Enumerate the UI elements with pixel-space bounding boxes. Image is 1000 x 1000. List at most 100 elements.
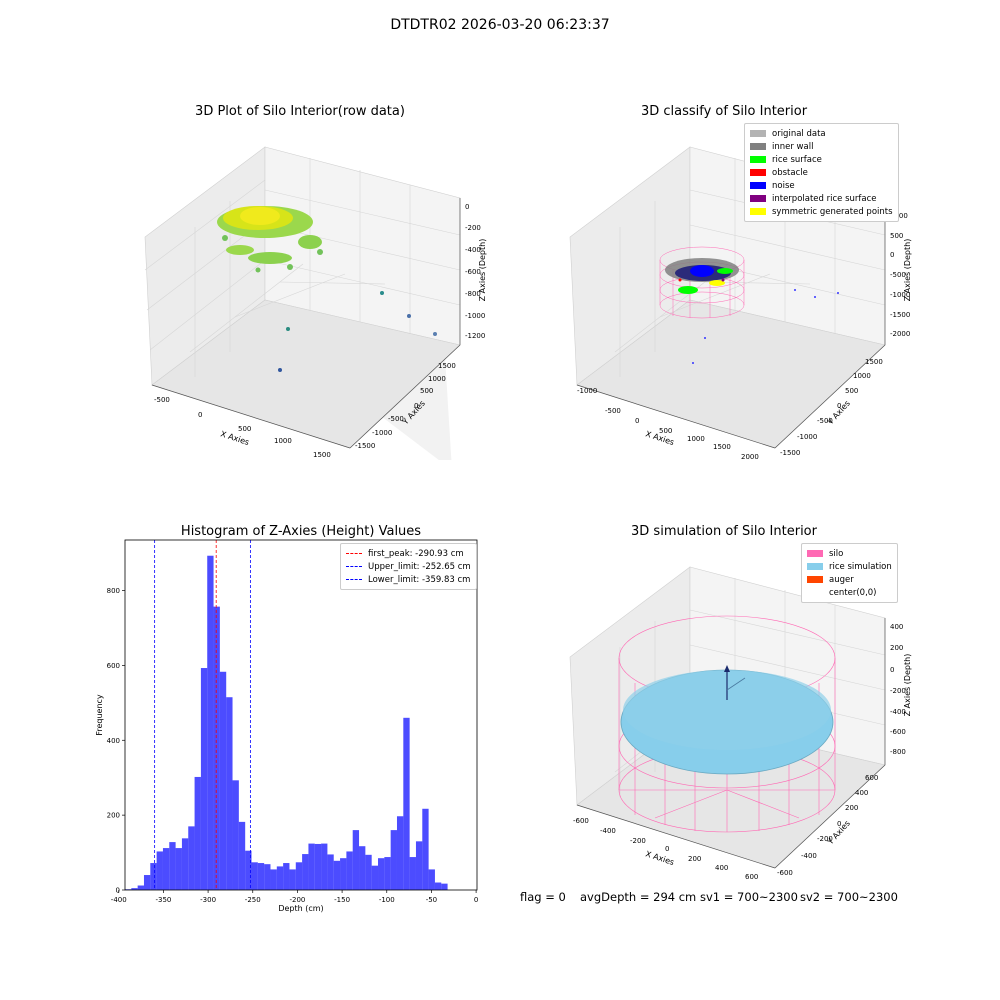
legend-entry: symmetric generated points [750,205,893,218]
histogram-y-ticks: 0 200 400 600 800 [107,587,125,895]
simulation-legend: silo rice simulation auger center(0,0) [801,543,898,603]
x-tick-label: -400 [111,896,127,904]
raw-ytick: 1500 [438,362,456,370]
legend-label: rice simulation [829,561,892,572]
histogram-bar [409,857,416,890]
classify-zlabel: Z Axies (Depth) [903,239,912,302]
legend-label: Upper_limit: -252.65 cm [368,561,471,572]
histogram-bar [131,888,138,890]
histogram-bar [219,671,227,890]
histogram-bar [270,869,277,890]
histogram-reference-lines [154,540,251,890]
legend-entry: original data [750,127,893,140]
histogram-bar [150,863,157,890]
histogram-bar [346,851,353,890]
sim-ytick: -200 [817,835,833,843]
raw-xtick: 1000 [274,437,292,445]
classify-xtick: 500 [659,427,672,435]
legend-line [346,566,362,567]
histogram-ylabel: Frequency [95,694,104,736]
raw-xtick: 500 [238,425,251,433]
y-tick-label: 600 [107,662,120,670]
histogram-bar [359,846,366,890]
x-tick-label: -350 [155,896,171,904]
histogram-bar [327,854,334,890]
sim-ztick: -400 [890,708,906,716]
classify-ytick: -1000 [797,433,817,441]
legend-swatch [750,208,766,215]
legend-entry: inner wall [750,140,893,153]
raw-ztick: 0 [465,203,469,211]
sim-ztick: 400 [890,623,903,631]
classify-xtick: 0 [635,417,639,425]
histogram-bar [396,816,404,890]
classify-ztick: -500 [890,271,906,279]
sim-xtick: 600 [745,873,758,880]
sim-xtick: -600 [573,817,589,825]
legend-label: original data [772,128,826,139]
x-tick-label: -250 [245,896,261,904]
raw-ztick: -200 [465,224,481,232]
sim-ytick: 600 [865,774,878,782]
legend-swatch [807,576,823,583]
histogram-bar [181,838,189,890]
histogram-bar [207,555,214,890]
histogram-bars [125,555,448,890]
legend-entry: silo [807,547,892,560]
simulation-rice-surface [620,669,834,775]
raw-ztick: -1200 [465,332,485,340]
histogram-bar [289,869,296,890]
y-tick-label: 400 [107,737,120,745]
x-tick-label: -100 [379,896,395,904]
raw-ytick: 0 [414,402,418,410]
sv2-text: sv2 = 700~2300 [800,890,898,904]
legend-label: center(0,0) [829,587,877,598]
histogram-bar [213,606,220,890]
classify-xtick: 1000 [687,435,705,443]
classify-ytick: -500 [817,417,833,425]
legend-label: noise [772,180,795,191]
flag-text: flag = 0 [520,890,566,904]
raw-xtick: 0 [198,411,202,419]
histogram-bar [162,848,170,890]
histogram-bar [283,863,290,890]
histogram-bar [276,866,284,890]
raw-zlabel: Z Axies (Depth) [478,239,487,302]
x-tick-label: -300 [200,896,216,904]
classify-ztick: 1000 [890,212,908,220]
raw-3d-plot: 0 -200 -400 -600 -800 -1000 -1200 Z Axie… [144,146,487,460]
histogram-bar [156,851,163,890]
legend-entry: obstacle [750,166,893,179]
histogram-bar [352,830,360,890]
histogram-bar [137,885,144,890]
histogram-bar [422,808,429,890]
histogram-bar [415,841,423,890]
classify-ztick: -1500 [890,311,910,319]
raw-outlier-points [278,291,437,372]
legend-swatch [807,589,823,596]
sim-ytick: -600 [777,869,793,877]
legend-label: symmetric generated points [772,206,893,217]
histogram-bar [365,854,372,890]
classify-xtick: -500 [605,407,621,415]
avg-depth-text: avgDepth = 294 cm [580,890,697,904]
legend-swatch [750,156,766,163]
raw-point-cloud [217,206,323,273]
histogram-bar [403,717,410,890]
histogram-bar [264,864,271,890]
legend-swatch [807,550,823,557]
legend-entry: Lower_limit: -359.83 cm [346,573,471,586]
histogram-xlabel: Depth (cm) [278,904,323,913]
sim-ztick: -600 [890,728,906,736]
x-tick-label: -150 [334,896,350,904]
raw-ztick: -1000 [465,312,485,320]
raw-ytick: -500 [388,415,404,423]
legend-label: silo [829,548,844,559]
sim-ztick: -800 [890,748,906,756]
x-tick-label: -50 [426,896,437,904]
histogram-bar [340,858,347,890]
legend-label: interpolated rice surface [772,193,877,204]
classify-ytick: 0 [837,402,841,410]
legend-swatch [807,563,823,570]
legend-entry: rice surface [750,153,893,166]
